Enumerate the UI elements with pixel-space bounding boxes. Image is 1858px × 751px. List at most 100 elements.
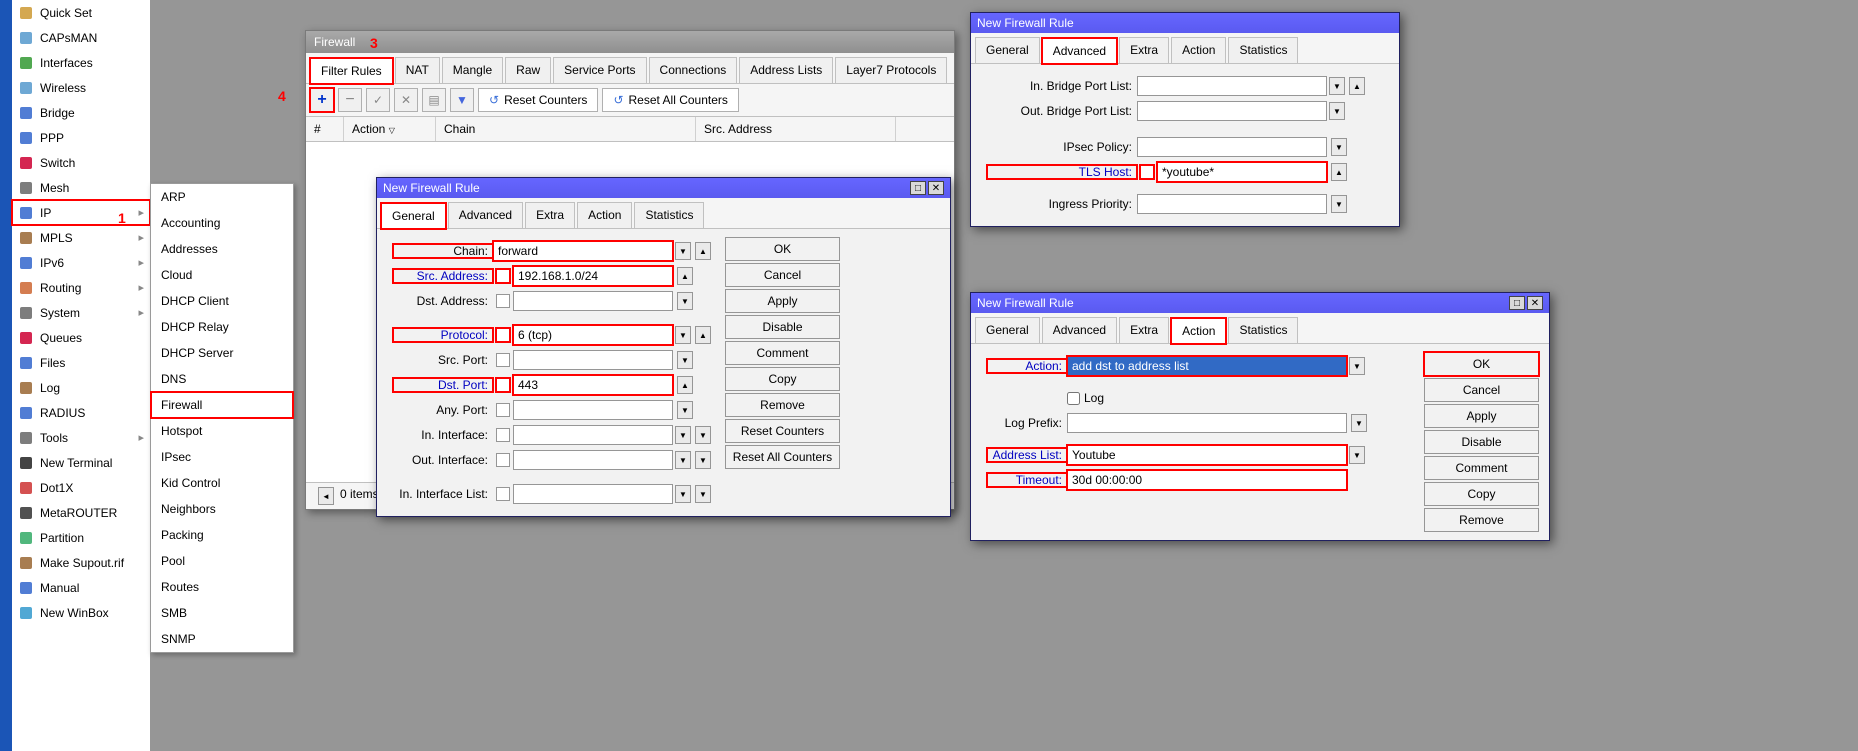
log-checkbox[interactable] [1067,392,1080,405]
ingress-down[interactable]: ▼ [1331,195,1347,213]
src-address-input[interactable] [513,266,673,286]
in-bpl-up[interactable]: ▲ [1349,77,1365,95]
submenu-item-routes[interactable]: Routes [151,574,293,600]
tls-host-not[interactable] [1140,165,1154,179]
out-bridge-port-list-input[interactable] [1137,101,1327,121]
tab-general[interactable]: General [975,317,1040,343]
col-chain[interactable]: Chain [436,117,696,141]
scroll-left-icon[interactable]: ◄ [318,487,334,505]
in-interface-list-not[interactable] [496,487,510,501]
action-dropdown[interactable]: ▼ [1349,357,1365,375]
protocol-dropdown[interactable]: ▼ [675,326,691,344]
out-bpl-dropdown[interactable]: ▼ [1329,102,1345,120]
address-list-dropdown[interactable]: ▼ [1349,446,1365,464]
menu-item-queues[interactable]: Queues [12,325,150,350]
col-#[interactable]: # [306,117,344,141]
minimize-icon[interactable]: □ [910,181,926,195]
submenu-item-ipsec[interactable]: IPsec [151,444,293,470]
any-port-not[interactable] [496,403,510,417]
filter-button[interactable]: ▼ [450,88,474,112]
tab-address-lists[interactable]: Address Lists [739,57,833,83]
tab-action[interactable]: Action [1171,318,1226,344]
protocol-up[interactable]: ▲ [695,326,711,344]
src-port-down[interactable]: ▼ [677,351,693,369]
menu-item-bridge[interactable]: Bridge [12,100,150,125]
src-address-not[interactable] [496,269,510,283]
menu-item-ipv6[interactable]: IPv6▸ [12,250,150,275]
out-interface-dropdown[interactable]: ▼ [675,451,691,469]
in-interface-list-dropdown[interactable]: ▼ [675,485,691,503]
tab-connections[interactable]: Connections [649,57,738,83]
ingress-priority-input[interactable] [1137,194,1327,214]
comment-button[interactable]: Comment [1424,456,1539,480]
out-interface-not[interactable] [496,453,510,467]
disable-button[interactable]: ✕ [394,88,418,112]
log-prefix-input[interactable] [1067,413,1347,433]
in-bridge-port-list-input[interactable] [1137,76,1327,96]
ok-button[interactable]: OK [725,237,840,261]
ipsec-policy-input[interactable] [1137,137,1327,157]
tab-extra[interactable]: Extra [1119,317,1169,343]
tab-action[interactable]: Action [1171,37,1226,63]
tab-extra[interactable]: Extra [525,202,575,228]
protocol-input[interactable] [513,325,673,345]
dst-down[interactable]: ▼ [677,292,693,310]
src-port-input[interactable] [513,350,673,370]
dst-address-input[interactable] [513,291,673,311]
menu-item-interfaces[interactable]: Interfaces [12,50,150,75]
submenu-item-addresses[interactable]: Addresses [151,236,293,262]
menu-item-manual[interactable]: Manual [12,575,150,600]
submenu-item-packing[interactable]: Packing [151,522,293,548]
ipsec-down[interactable]: ▼ [1331,138,1347,156]
apply-button[interactable]: Apply [725,289,840,313]
enable-button[interactable]: ✓ [366,88,390,112]
menu-item-new-terminal[interactable]: New Terminal [12,450,150,475]
submenu-item-kid-control[interactable]: Kid Control [151,470,293,496]
menu-item-quick-set[interactable]: Quick Set [12,0,150,25]
tls-up[interactable]: ▲ [1331,163,1347,181]
tls-host-input[interactable] [1157,162,1327,182]
tab-statistics[interactable]: Statistics [1228,37,1298,63]
apply-button[interactable]: Apply [1424,404,1539,428]
tab-raw[interactable]: Raw [505,57,551,83]
remove-button[interactable]: Remove [1424,508,1539,532]
menu-item-new-winbox[interactable]: New WinBox [12,600,150,625]
src-up[interactable]: ▲ [677,267,693,285]
reset-all-counters-button[interactable]: ↺Reset All Counters [602,88,738,112]
reset-counters-button[interactable]: Reset Counters [725,419,840,443]
comment-button[interactable]: Comment [725,341,840,365]
any-port-input[interactable] [513,400,673,420]
in-interface-list-input[interactable] [513,484,673,504]
menu-item-system[interactable]: System▸ [12,300,150,325]
menu-item-wireless[interactable]: Wireless [12,75,150,100]
reset-counters-button[interactable]: ↺Reset Counters [478,88,598,112]
col-action[interactable]: Action ▽ [344,117,436,141]
in-interface-down[interactable]: ▼ [695,426,711,444]
menu-item-capsman[interactable]: CAPsMAN [12,25,150,50]
tab-action[interactable]: Action [577,202,632,228]
submenu-item-dhcp-server[interactable]: DHCP Server [151,340,293,366]
submenu-item-accounting[interactable]: Accounting [151,210,293,236]
menu-item-switch[interactable]: Switch [12,150,150,175]
submenu-item-neighbors[interactable]: Neighbors [151,496,293,522]
any-port-down[interactable]: ▼ [677,401,693,419]
menu-item-routing[interactable]: Routing▸ [12,275,150,300]
menu-item-mesh[interactable]: Mesh [12,175,150,200]
submenu-item-smb[interactable]: SMB [151,600,293,626]
in-interface-not[interactable] [496,428,510,442]
menu-item-ppp[interactable]: PPP [12,125,150,150]
chain-up[interactable]: ▲ [695,242,711,260]
comment-button[interactable]: ▤ [422,88,446,112]
submenu-item-hotspot[interactable]: Hotspot [151,418,293,444]
disable-button[interactable]: Disable [1424,430,1539,454]
tab-statistics[interactable]: Statistics [1228,317,1298,343]
menu-item-metarouter[interactable]: MetaROUTER [12,500,150,525]
col-src-address[interactable]: Src. Address [696,117,896,141]
tab-mangle[interactable]: Mangle [442,57,503,83]
chain-input[interactable] [493,241,673,261]
submenu-item-dhcp-client[interactable]: DHCP Client [151,288,293,314]
menu-item-log[interactable]: Log [12,375,150,400]
in-bpl-dropdown[interactable]: ▼ [1329,77,1345,95]
dst-address-not[interactable] [496,294,510,308]
in-interface-input[interactable] [513,425,673,445]
